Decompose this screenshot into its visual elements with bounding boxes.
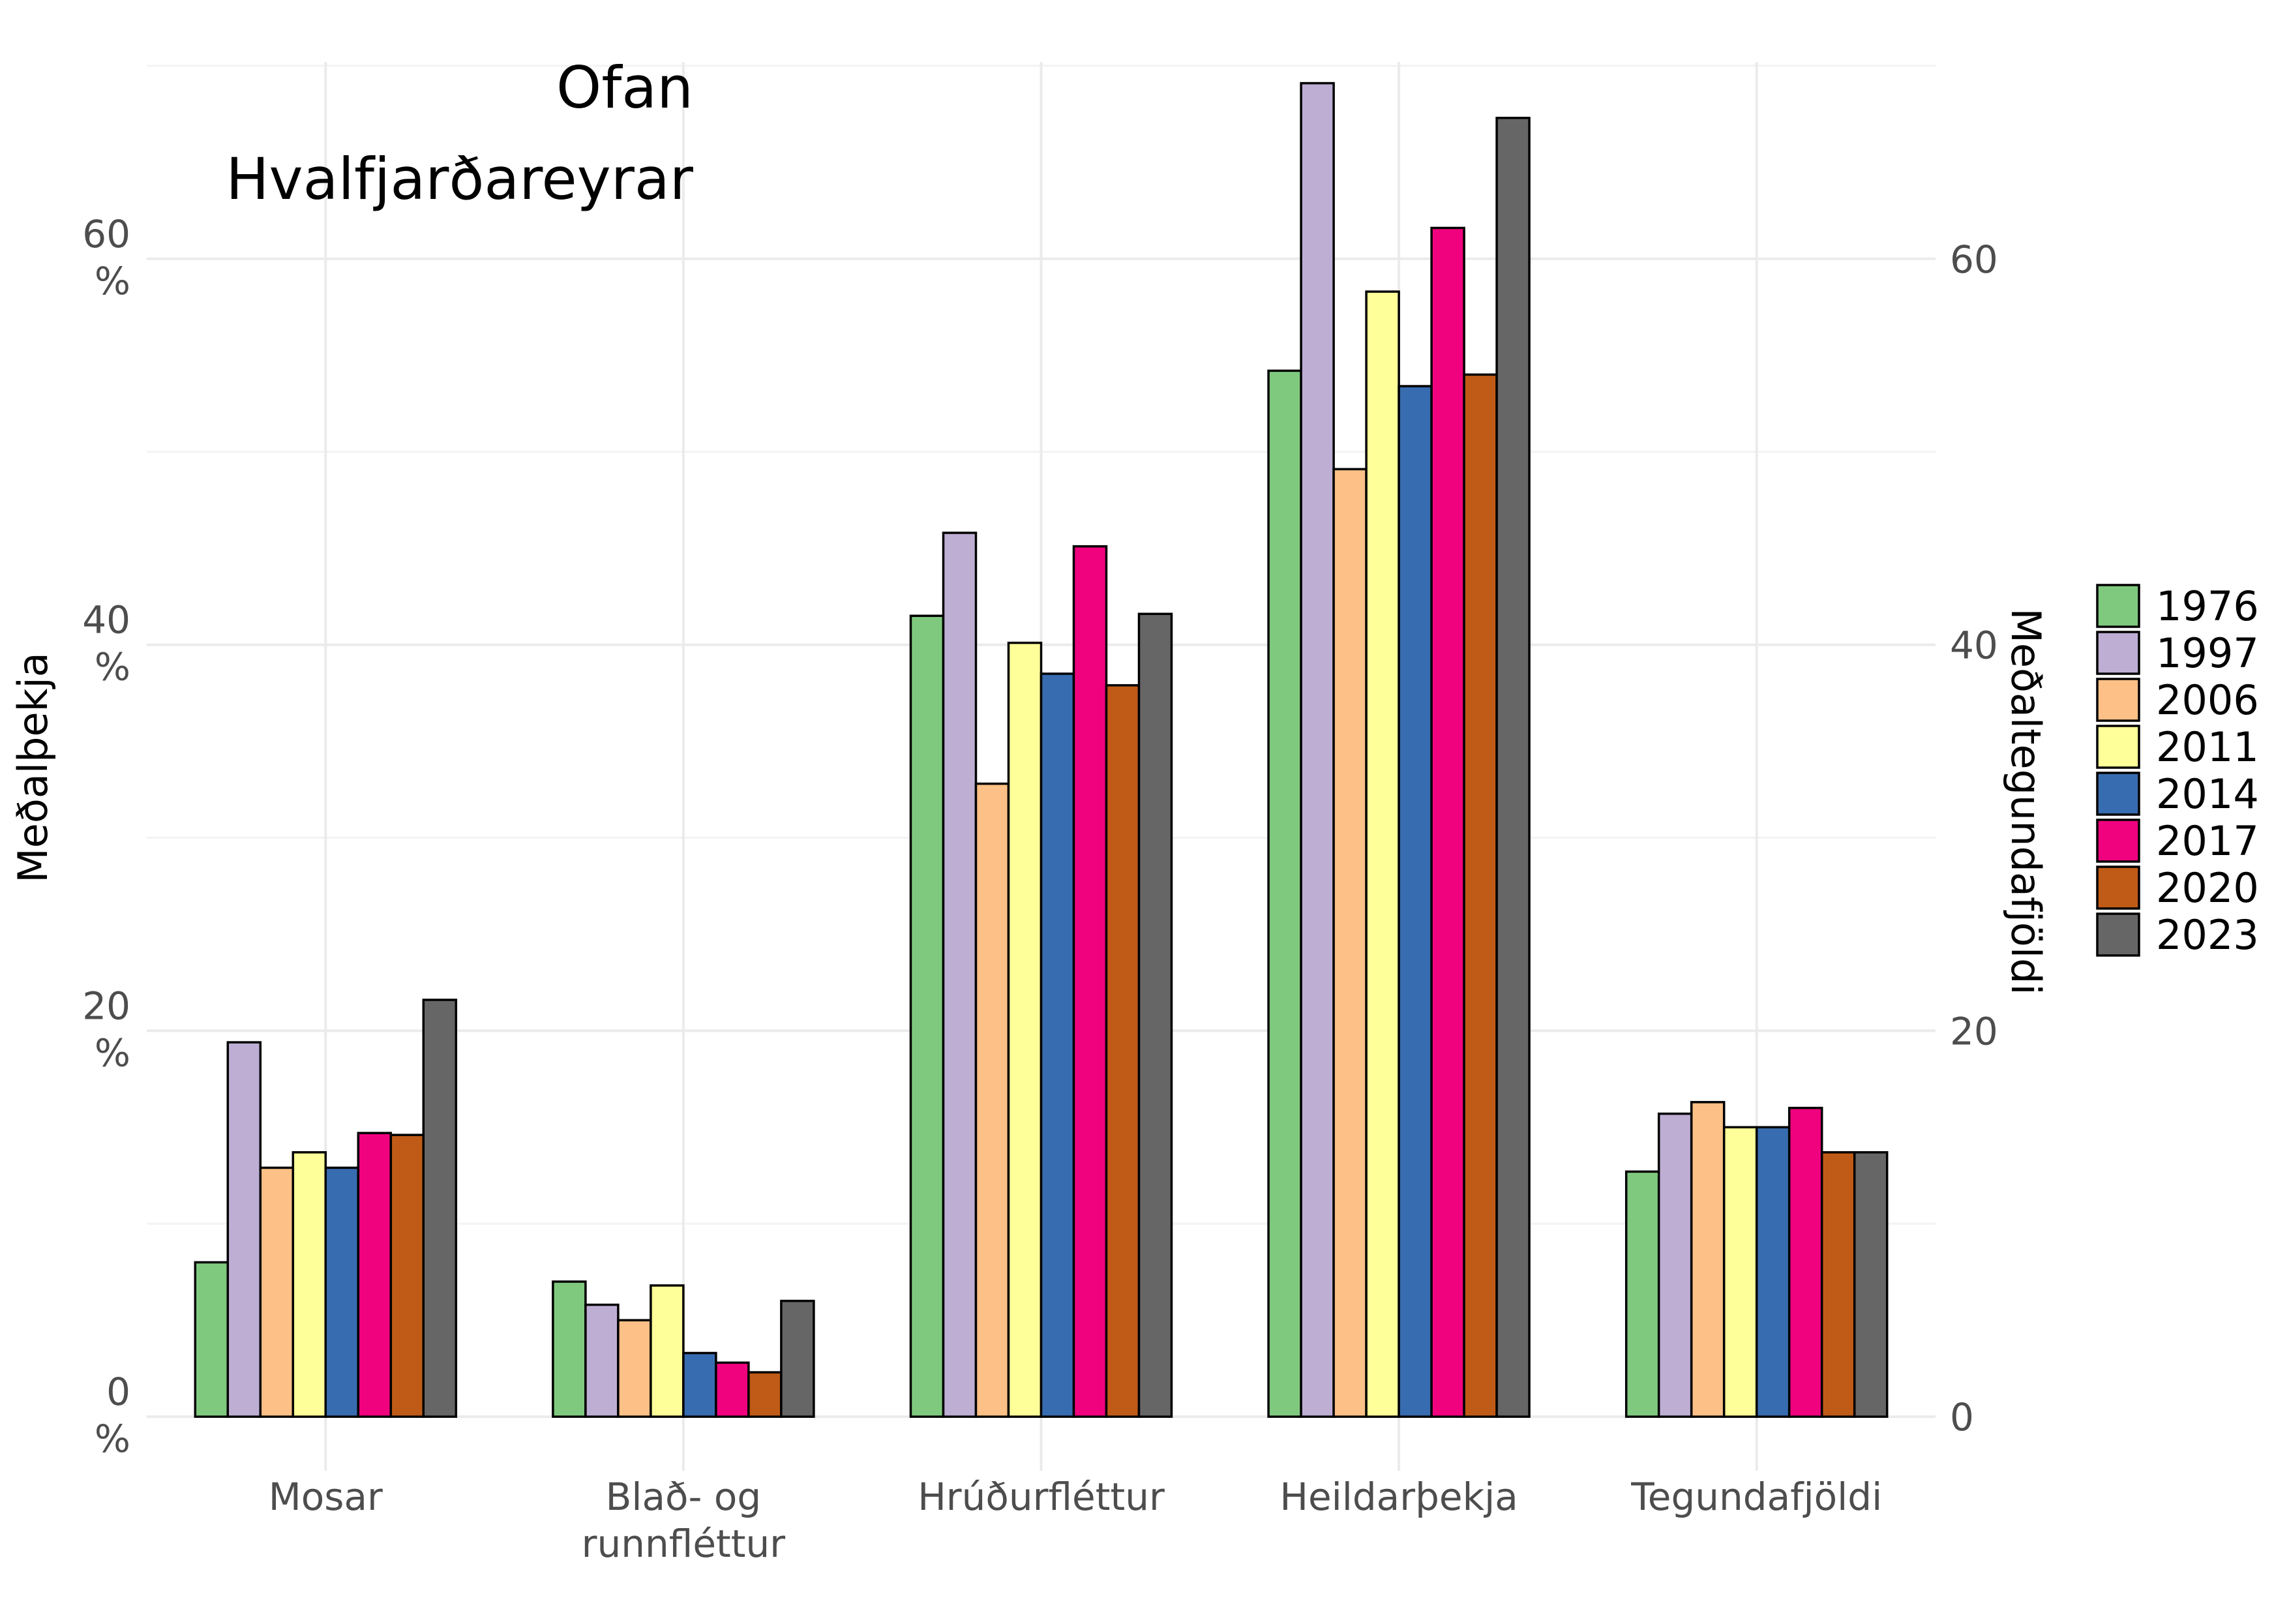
legend-label-2020: 2020: [2156, 864, 2259, 912]
bar-2006-0: [259, 1166, 295, 1418]
bar-2006-1: [617, 1319, 652, 1418]
y-axis-left-title: Meðalþekja: [9, 652, 57, 882]
bar-2020-3: [1463, 373, 1498, 1418]
bar-2020-1: [747, 1371, 783, 1418]
y-axis-right-ticks: 0 20 40 60: [1950, 237, 1998, 1439]
x-tick-label: Mosar: [269, 1475, 383, 1519]
bar-2017-3: [1430, 226, 1465, 1418]
y-tick-label-left: 40%: [82, 598, 130, 689]
bar-1997-0: [226, 1041, 262, 1418]
legend-key-2006: [2096, 678, 2140, 722]
bar-1997-2: [942, 532, 978, 1418]
bar-2017-2: [1072, 545, 1108, 1418]
y-tick-label-left: 60%: [82, 212, 130, 303]
bar-2023-4: [1853, 1151, 1889, 1418]
bar-1997-1: [584, 1303, 620, 1418]
x-tick-label: Blað- og runnfléttur: [582, 1475, 786, 1566]
legend-label-1997: 1997: [2156, 629, 2259, 677]
y-axis-right-title: Meðaltegundafjöldi: [2002, 608, 2050, 995]
legend-label-2014: 2014: [2156, 770, 2259, 818]
bars: [194, 82, 1889, 1418]
bar-2011-3: [1365, 290, 1400, 1418]
y-tick-label-right: 60: [1950, 237, 1998, 282]
chart-title: Ofan Hvalfjarðareyrar: [226, 54, 693, 213]
y-tick-label-left: 0%: [95, 1370, 130, 1461]
bar-1976-3: [1267, 369, 1302, 1418]
x-tick-label: Tegundafjöldi: [1630, 1475, 1882, 1519]
legend-key-1976: [2096, 584, 2140, 628]
bar-1976-4: [1624, 1170, 1660, 1418]
bar-2017-4: [1788, 1106, 1823, 1418]
bar-2006-2: [974, 782, 1010, 1418]
legend-label-2011: 2011: [2156, 723, 2259, 771]
legend-key-2020: [2096, 865, 2140, 910]
legend-key-2011: [2096, 725, 2140, 769]
legend-label-2017: 2017: [2156, 817, 2259, 865]
bar-1997-4: [1657, 1112, 1693, 1418]
legend-label-2006: 2006: [2156, 676, 2259, 724]
y-tick-label-right: 0: [1950, 1395, 1974, 1439]
chart-title-line: Hvalfjarðareyrar: [226, 145, 693, 213]
y-axis-left-ticks: 0 % 20 % 40 % 60%: [82, 212, 130, 1461]
bar-2011-4: [1722, 1126, 1758, 1418]
bar-2014-2: [1040, 672, 1075, 1418]
y-tick-label-right: 40: [1950, 624, 1998, 668]
bar-1976-1: [552, 1280, 587, 1418]
legend-key-1997: [2096, 631, 2140, 675]
legend-key-2023: [2096, 912, 2140, 957]
legend-key-2017: [2096, 819, 2140, 863]
bar-1976-2: [909, 614, 945, 1418]
bar-2006-4: [1690, 1101, 1726, 1418]
bar-2006-3: [1332, 468, 1368, 1418]
bar-1997-3: [1300, 82, 1335, 1418]
legend-key-2014: [2096, 772, 2140, 816]
bar-2020-2: [1105, 684, 1141, 1418]
bar-2023-0: [422, 999, 458, 1418]
bar-2011-0: [292, 1151, 327, 1418]
bar-2014-0: [324, 1166, 360, 1418]
bar-2017-1: [715, 1361, 750, 1418]
bar-2014-3: [1398, 385, 1433, 1418]
x-tick-label: Hrúðurfléttur: [918, 1475, 1165, 1519]
legend-label-2023: 2023: [2156, 911, 2259, 959]
bar-2020-4: [1820, 1151, 1856, 1418]
bar-2023-2: [1137, 612, 1173, 1418]
x-axis-ticks: Mosar Blað- og runnfléttur Hrúðurfléttur Hei…: [269, 1475, 1882, 1566]
chart-title-line: Ofan: [556, 54, 693, 121]
bar-2014-4: [1755, 1126, 1791, 1418]
bar-2023-1: [780, 1299, 815, 1418]
y-tick-label-right: 20: [1950, 1009, 1998, 1053]
legend-label-1976: 1976: [2156, 582, 2259, 630]
bar-2020-0: [389, 1134, 425, 1418]
bar-2011-2: [1007, 641, 1043, 1418]
bar-2017-0: [357, 1132, 393, 1418]
y-tick-label-left: 20%: [82, 984, 130, 1075]
bar-2023-3: [1495, 117, 1531, 1418]
bar-1976-0: [194, 1261, 230, 1418]
x-tick-label: Heildarþekja: [1279, 1475, 1518, 1519]
bar-2011-1: [650, 1284, 685, 1418]
bar-2014-1: [682, 1351, 717, 1418]
